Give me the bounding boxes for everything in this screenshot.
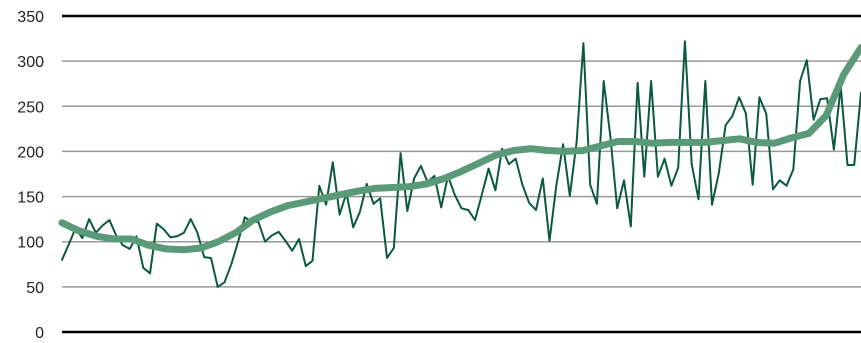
y-tick-label: 50 (26, 280, 44, 297)
gridlines (62, 14, 861, 334)
y-tick-label: 150 (17, 190, 44, 207)
y-axis-tick-labels: 0 50 100 150 200 250 300 350 (17, 9, 44, 342)
series-line-trend (58, 44, 861, 254)
y-tick-label: 300 (17, 54, 44, 71)
y-tick-label: 100 (17, 235, 44, 252)
series-lines (58, 40, 861, 288)
series-line-raw (61, 40, 861, 288)
y-tick-label: 0 (35, 325, 44, 342)
y-tick-label: 250 (17, 99, 44, 116)
y-tick-label: 350 (17, 9, 44, 26)
y-tick-label: 200 (17, 144, 44, 161)
